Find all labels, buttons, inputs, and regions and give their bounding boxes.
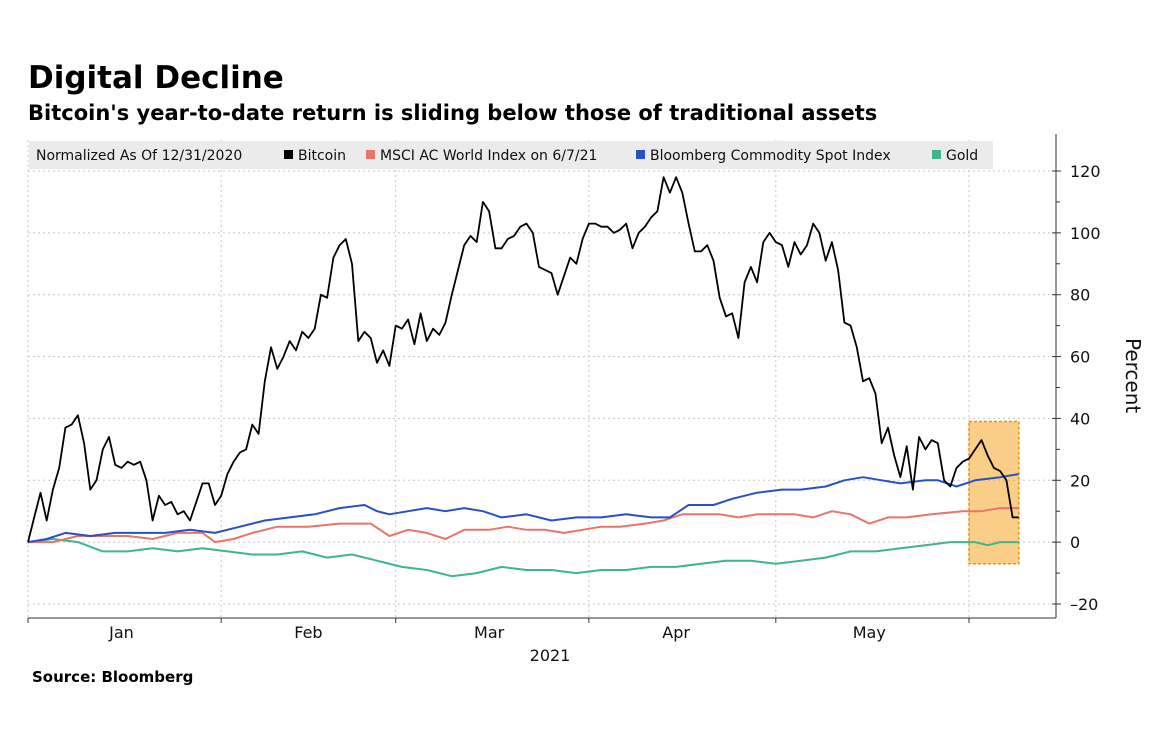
- legend-label: Gold: [946, 148, 978, 164]
- x-tick-label: May: [853, 623, 886, 642]
- y-tick-label: 20: [1070, 471, 1090, 490]
- legend-label: Bloomberg Commodity Spot Index: [650, 148, 891, 164]
- legend-swatch: [366, 150, 375, 159]
- series-line-bloomberg-commodity-spot-index: [27, 473, 1019, 544]
- legend-note: Normalized As Of 12/31/2020: [36, 148, 242, 164]
- y-tick-label: –20: [1070, 595, 1098, 614]
- x-year-label: 2021: [530, 646, 571, 665]
- y-tick-label: 80: [1070, 286, 1090, 305]
- series-line-gold: [27, 538, 1019, 578]
- x-tick-label: Mar: [474, 623, 505, 642]
- chart-subtitle: Bitcoin's year-to-date return is sliding…: [28, 101, 878, 125]
- y-tick-label: 0: [1070, 533, 1080, 552]
- y-axis-title: Percent: [1121, 338, 1145, 413]
- x-tick-label: Jan: [108, 623, 134, 642]
- legend-swatch: [932, 150, 941, 159]
- legend-background: [29, 141, 993, 169]
- y-tick-label: 60: [1070, 348, 1090, 367]
- y-tick-label: 100: [1070, 224, 1101, 243]
- y-tick-label: 40: [1070, 409, 1090, 428]
- legend: Normalized As Of 12/31/2020 Bitcoin MSCI A…: [36, 148, 978, 164]
- y-tick-label: 120: [1070, 162, 1101, 181]
- series-line-msci-ac-world-index-on-6-7-21: [28, 507, 1019, 544]
- series-line-bitcoin: [27, 176, 1019, 543]
- legend-swatch: [636, 150, 645, 159]
- source-note: Source: Bloomberg: [32, 668, 194, 686]
- x-tick-label: Apr: [662, 623, 690, 642]
- legend-label: MSCI AC World Index on 6/7/21: [380, 148, 597, 164]
- legend-swatch: [284, 150, 293, 159]
- x-tick-label: Feb: [294, 623, 322, 642]
- chart-title: Digital Decline: [28, 60, 284, 96]
- legend-label: Bitcoin: [298, 148, 346, 164]
